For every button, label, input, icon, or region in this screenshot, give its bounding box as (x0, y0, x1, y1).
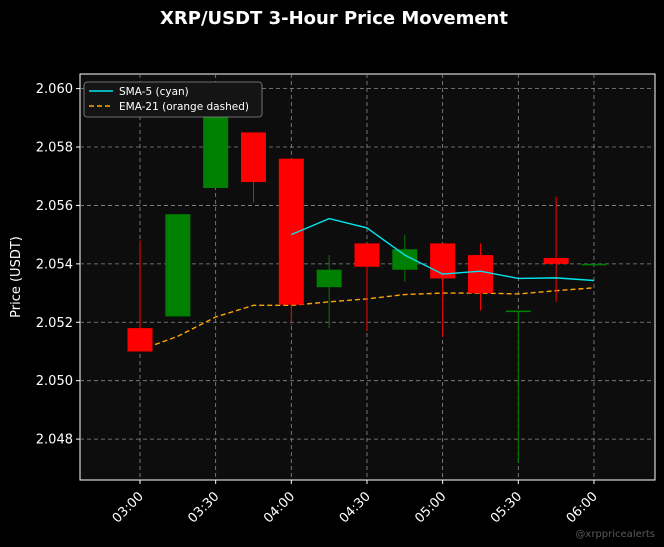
y-tick-label: 2.058 (36, 141, 73, 156)
y-tick-label: 2.050 (36, 374, 73, 389)
candle-body (543, 258, 569, 264)
watermark: @xrppricealerts (575, 529, 655, 540)
candle-body (430, 243, 456, 279)
sma-line-layer (291, 217, 595, 282)
legend-ema-label: EMA-21 (orange dashed) (119, 101, 249, 113)
candle-body (581, 263, 607, 266)
candle-body (392, 249, 418, 270)
candle-body (505, 310, 531, 313)
candle-body (467, 255, 493, 294)
legend-sma-label: SMA-5 (cyan) (119, 86, 189, 98)
chart-title: XRP/USDT 3-Hour Price Movement (160, 8, 508, 29)
candle-body (127, 328, 153, 352)
y-tick-label: 2.052 (36, 316, 73, 331)
legend: SMA-5 (cyan) EMA-21 (orange dashed) (83, 81, 263, 118)
candle-body (278, 158, 304, 305)
candle-body (165, 214, 191, 317)
sma-5-line (291, 217, 595, 282)
candle-body (240, 132, 266, 183)
y-tick-label: 2.054 (36, 257, 73, 272)
y-tick-label: 2.060 (36, 82, 73, 97)
legend-box (83, 81, 263, 118)
y-tick-label: 2.048 (36, 433, 73, 448)
candle-body (354, 243, 380, 267)
candles-layer (127, 85, 607, 463)
y-axis-label: Price (USDT) (9, 236, 24, 318)
y-tick-label: 2.056 (36, 199, 73, 214)
candle-body (316, 269, 342, 288)
